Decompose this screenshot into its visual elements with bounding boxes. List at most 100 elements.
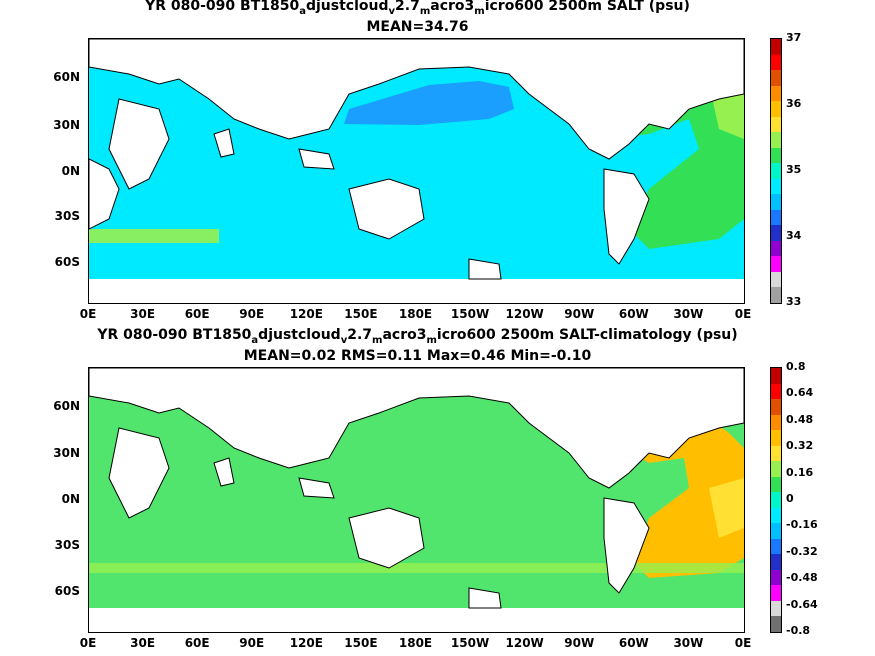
- top-colorbar-swatch: [771, 178, 781, 195]
- bottom-xtick-12: 0E: [734, 636, 752, 650]
- top-ytick-30s: 30S: [54, 209, 80, 223]
- top-colorbar-swatch: [771, 70, 781, 86]
- top-colorbar-label: 36: [786, 97, 802, 110]
- maritime-continent: [298, 148, 335, 170]
- maritime-continent: [298, 477, 335, 499]
- top-colorbar: [770, 38, 782, 304]
- top-colorbar-swatch: [771, 39, 781, 55]
- bottom-xtick-10: 60W: [618, 636, 649, 650]
- southern-ocean-band: [89, 229, 219, 243]
- bottom-xtick-7: 150W: [450, 636, 490, 650]
- africa: [108, 427, 170, 519]
- bottom-xtick-4: 120E: [289, 636, 323, 650]
- bottom-ytick-60s: 60S: [54, 584, 80, 598]
- top-xtick-2: 60E: [184, 307, 210, 321]
- top-xtick-1: 30E: [130, 307, 156, 321]
- top-colorbar-swatch: [771, 132, 781, 148]
- australia: [348, 507, 425, 569]
- bottom-colorbar-label: -0.48: [786, 571, 818, 585]
- top-xtick-9: 90W: [564, 307, 595, 321]
- south-america: [603, 168, 650, 265]
- top-xtick-4: 120E: [289, 307, 323, 321]
- bottom-title-line1: YR 080-090 BT1850adjustcloudv2.7macro3mi…: [97, 327, 738, 346]
- bottom-colorbar-swatch: [771, 399, 781, 415]
- bottom-colorbar-label: -0.64: [786, 597, 818, 611]
- bottom-colorbar-label: -0.32: [786, 544, 818, 558]
- bottom-colorbar-swatch: [771, 492, 781, 508]
- south-america: [603, 497, 650, 594]
- bottom-colorbar-label: -0.8: [786, 624, 811, 637]
- top-colorbar-swatch: [771, 271, 781, 288]
- bottom-colorbar-swatch: [771, 554, 781, 570]
- bottom-xtick-1: 30E: [130, 636, 156, 650]
- bottom-colorbar: [770, 367, 782, 633]
- bottom-colorbar-label: 0.48: [786, 412, 814, 426]
- bottom-xtick-6: 180E: [398, 636, 433, 650]
- top-colorbar-swatch: [771, 240, 781, 257]
- top-ytick-0n: 0N: [61, 164, 80, 178]
- top-colorbar-swatch: [771, 163, 781, 179]
- top-title-line2: MEAN=34.76: [366, 19, 469, 35]
- bottom-colorbar-label: -0.16: [786, 518, 818, 532]
- bottom-colorbar-swatch: [771, 445, 781, 462]
- north-pacific-region: [344, 81, 514, 125]
- bottom-colorbar-label: 0.8: [786, 360, 806, 373]
- bottom-colorbar-swatch: [771, 616, 781, 632]
- bottom-anomaly-map: [89, 368, 744, 632]
- top-colorbar-label: 35: [786, 163, 802, 176]
- bottom-xtick-11: 30W: [673, 636, 704, 650]
- bottom-colorbar-swatch: [771, 383, 781, 400]
- antarctic-peninsula: [468, 587, 502, 609]
- top-xtick-6: 180E: [398, 307, 433, 321]
- india: [213, 457, 235, 487]
- india: [213, 128, 235, 158]
- bottom-colorbar-swatch: [771, 600, 781, 617]
- top-xtick-7: 150W: [450, 307, 490, 321]
- top-colorbar-label: 33: [786, 295, 802, 308]
- bottom-colorbar-swatch: [771, 461, 781, 477]
- top-xtick-8: 120W: [505, 307, 544, 321]
- top-colorbar-swatch: [771, 54, 781, 71]
- bottom-xtick-8: 120W: [505, 636, 544, 650]
- top-colorbar-swatch: [771, 209, 781, 226]
- top-salinity-map: [89, 39, 744, 303]
- top-colorbar-swatch: [771, 225, 781, 241]
- bottom-colorbar-swatch: [771, 523, 781, 539]
- top-title-line1: YR 080-090 BT1850adjustcloudv2.7macro3mi…: [145, 0, 690, 17]
- bottom-ytick-0n: 0N: [61, 492, 80, 506]
- top-colorbar-swatch: [771, 194, 781, 210]
- top-colorbar-swatch: [771, 147, 781, 164]
- top-colorbar-swatch: [771, 287, 781, 303]
- northern-landmass: [89, 39, 744, 160]
- top-xtick-0: 0E: [79, 307, 97, 321]
- africa: [108, 98, 170, 190]
- top-ytick-30n: 30N: [53, 118, 80, 132]
- bottom-title-line2: MEAN=0.02 RMS=0.11 Max=0.46 Min=-0.10: [243, 348, 592, 364]
- bottom-xtick-2: 60E: [184, 636, 210, 650]
- bottom-colorbar-label: 0.64: [786, 386, 814, 400]
- bottom-colorbar-label: 0.16: [786, 465, 814, 479]
- top-xtick-3: 90E: [239, 307, 265, 321]
- bottom-xtick-3: 90E: [239, 636, 265, 650]
- northern-landmass: [89, 368, 744, 489]
- bottom-ytick-30n: 30N: [53, 446, 80, 460]
- top-colorbar-swatch: [771, 256, 781, 272]
- bottom-colorbar-swatch: [771, 430, 781, 446]
- bottom-ytick-60n: 60N: [53, 399, 80, 413]
- top-map-panel: [88, 38, 745, 304]
- bottom-colorbar-swatch: [771, 414, 781, 431]
- top-ytick-60s: 60S: [54, 255, 80, 269]
- australia: [348, 178, 425, 240]
- bottom-colorbar-label: 0.32: [786, 439, 814, 453]
- top-colorbar-swatch: [771, 101, 781, 117]
- bottom-colorbar-swatch: [771, 476, 781, 493]
- bottom-xtick-9: 90W: [564, 636, 595, 650]
- bottom-colorbar-swatch: [771, 368, 781, 384]
- top-xtick-10: 60W: [618, 307, 649, 321]
- top-xtick-12: 0E: [734, 307, 752, 321]
- top-xtick-5: 150E: [344, 307, 378, 321]
- south-atlantic-anomaly: [709, 478, 744, 538]
- bottom-ytick-30s: 30S: [54, 538, 80, 552]
- bottom-colorbar-swatch: [771, 538, 781, 555]
- bottom-map-panel: [88, 367, 745, 633]
